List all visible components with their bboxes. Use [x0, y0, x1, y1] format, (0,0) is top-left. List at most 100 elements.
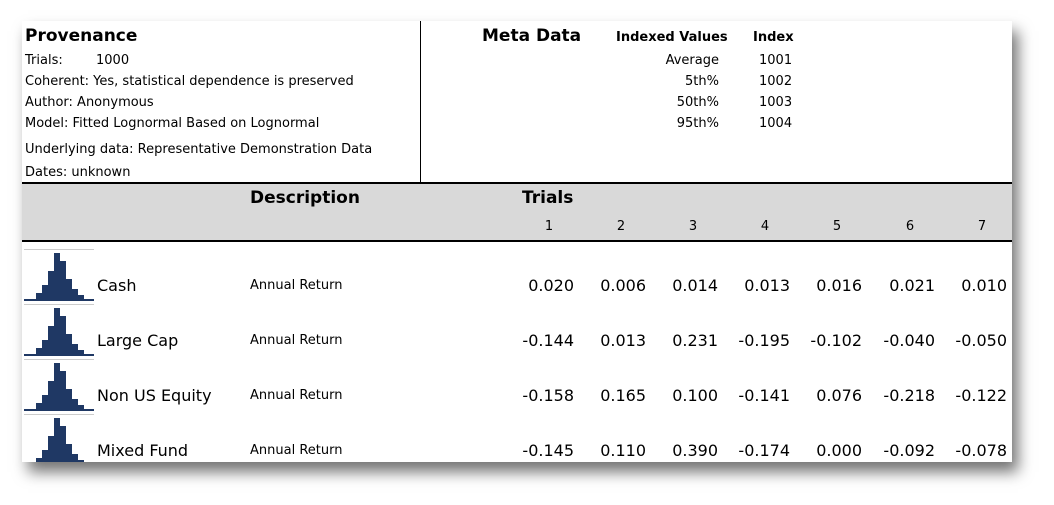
trial-value-cell[interactable]: -0.141	[738, 386, 790, 405]
histogram-sparkline-icon	[24, 249, 94, 301]
trial-value-cell[interactable]: 0.013	[744, 276, 790, 295]
trial-value-cell[interactable]: 0.021	[889, 276, 935, 295]
row-description: Annual Return	[250, 278, 343, 293]
histogram-bar	[66, 389, 72, 409]
trial-value-cell[interactable]: -0.158	[522, 386, 574, 405]
spreadsheet-view: Provenance Trials: 1000 Coherent: Yes, s…	[22, 21, 1012, 462]
histogram-bar	[36, 348, 42, 354]
trial-value-cell[interactable]: -0.092	[883, 441, 935, 460]
trial-number: 4	[760, 219, 770, 234]
row-description: Annual Return	[250, 443, 343, 458]
trial-value-cell[interactable]: -0.102	[810, 331, 862, 350]
meta-row-label: 5th%	[685, 74, 719, 89]
histogram-bar	[78, 295, 84, 299]
histogram-bar	[72, 399, 78, 409]
histogram-bar	[78, 460, 84, 462]
trial-value-cell[interactable]: 0.016	[816, 276, 862, 295]
trial-number: 7	[977, 219, 987, 234]
histogram-bar	[72, 289, 78, 299]
histogram-sparkline-icon	[24, 414, 94, 462]
underlying-data-text: Underlying data: Representative Demonstr…	[25, 142, 373, 157]
index-header: Index	[753, 30, 794, 45]
trial-value-cell[interactable]: -0.122	[955, 386, 1007, 405]
trial-value-cell[interactable]: 0.006	[600, 276, 646, 295]
histogram-bar	[42, 450, 48, 462]
trials-label: Trials:	[25, 53, 63, 68]
meta-row-label: 50th%	[676, 95, 719, 110]
meta-row-index: 1002	[759, 74, 793, 89]
trial-value-cell[interactable]: 0.010	[961, 276, 1007, 295]
trials-value: 1000	[96, 53, 130, 68]
row-name: Non US Equity	[97, 386, 212, 405]
histogram-bar	[72, 454, 78, 462]
meta-row-label: 95th%	[676, 116, 719, 131]
row-description: Annual Return	[250, 388, 343, 403]
trial-value-cell[interactable]: 0.390	[672, 441, 718, 460]
trial-number: 6	[905, 219, 915, 234]
trial-value-cell[interactable]: -0.078	[955, 441, 1007, 460]
meta-row-label: Average	[665, 53, 719, 68]
histogram-bar	[72, 344, 78, 354]
meta-data-title: Meta Data	[482, 26, 582, 46]
trials-header: Trials	[522, 188, 574, 208]
trial-value-cell[interactable]: -0.144	[522, 331, 574, 350]
trial-value-cell[interactable]: 0.013	[600, 331, 646, 350]
histogram-bar	[54, 363, 60, 409]
row-name: Mixed Fund	[97, 441, 189, 460]
meta-row-index: 1003	[759, 95, 793, 110]
histogram-bar	[60, 426, 66, 462]
histogram-bar	[48, 326, 54, 354]
trial-value-cell[interactable]: -0.218	[883, 386, 935, 405]
histogram-bar	[66, 279, 72, 299]
trial-value-cell[interactable]: 0.110	[600, 441, 646, 460]
histogram-bar	[66, 334, 72, 354]
section-divider	[420, 21, 421, 183]
histogram-bar	[48, 271, 54, 299]
meta-row-index: 1001	[759, 53, 793, 68]
histogram-bar	[42, 285, 48, 299]
histogram-bar	[48, 381, 54, 409]
table-header-band	[22, 184, 1012, 240]
header-divider	[22, 182, 1012, 184]
trial-value-cell[interactable]: 0.000	[816, 441, 862, 460]
trial-value-cell[interactable]: -0.145	[522, 441, 574, 460]
trial-number: 1	[544, 219, 554, 234]
trial-value-cell[interactable]: 0.020	[528, 276, 574, 295]
histogram-bar	[54, 253, 60, 299]
author-text: Author: Anonymous	[25, 95, 154, 110]
row-name: Large Cap	[97, 331, 179, 350]
trial-value-cell[interactable]: -0.050	[955, 331, 1007, 350]
coherent-text: Coherent: Yes, statistical dependence is…	[25, 74, 354, 89]
provenance-title: Provenance	[25, 26, 138, 46]
histogram-bar	[36, 403, 42, 409]
histogram-bar	[78, 405, 84, 409]
histogram-bar	[42, 340, 48, 354]
trial-value-cell[interactable]: 0.165	[600, 386, 646, 405]
trial-value-cell[interactable]: 0.014	[672, 276, 718, 295]
row-description: Annual Return	[250, 333, 343, 348]
trial-value-cell[interactable]: -0.040	[883, 331, 935, 350]
histogram-bar	[60, 261, 66, 299]
histogram-bar	[60, 371, 66, 409]
histogram-bar	[36, 293, 42, 299]
histogram-bar	[36, 458, 42, 462]
histogram-bar	[66, 444, 72, 462]
model-text: Model: Fitted Lognormal Based on Lognorm…	[25, 116, 320, 131]
histogram-bar	[54, 308, 60, 354]
trial-number: 5	[832, 219, 842, 234]
trial-value-cell[interactable]: 0.100	[672, 386, 718, 405]
trial-value-cell[interactable]: 0.076	[816, 386, 862, 405]
trial-value-cell[interactable]: 0.231	[672, 331, 718, 350]
histogram-bar	[78, 350, 84, 354]
trial-number: 3	[688, 219, 698, 234]
trial-value-cell[interactable]: -0.174	[738, 441, 790, 460]
row-name: Cash	[97, 276, 137, 295]
histogram-bar	[48, 436, 54, 462]
trial-number: 2	[616, 219, 626, 234]
histogram-sparkline-icon	[24, 304, 94, 356]
trial-value-cell[interactable]: -0.195	[738, 331, 790, 350]
band-divider	[22, 240, 1012, 242]
description-header: Description	[250, 188, 360, 208]
histogram-sparkline-icon	[24, 359, 94, 411]
histogram-bar	[42, 395, 48, 409]
